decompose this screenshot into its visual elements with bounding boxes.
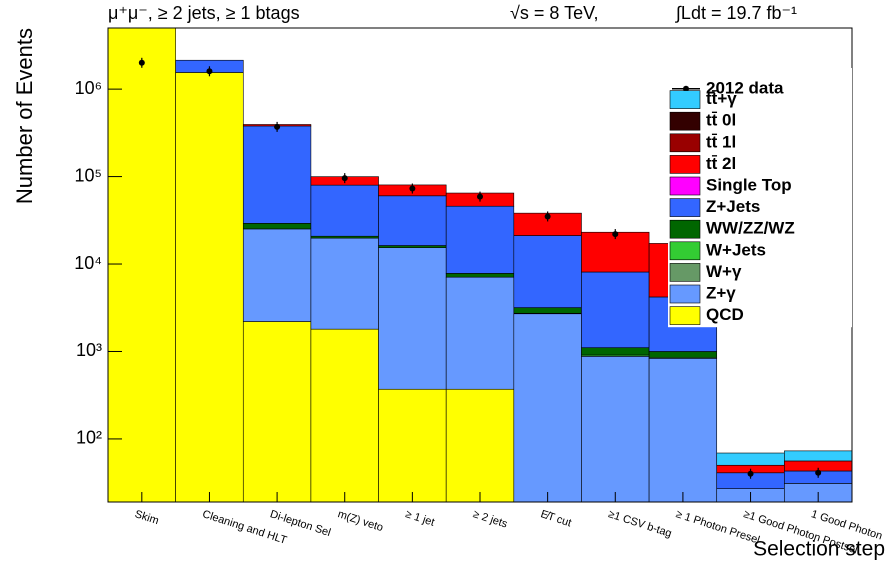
legend-swatch: [669, 198, 701, 217]
bar-segment: [242, 125, 312, 224]
bar-segment: [242, 321, 312, 502]
legend-label: QCD: [706, 305, 744, 324]
bar-segment: [784, 450, 852, 462]
data-point: [138, 59, 145, 66]
bar-segment: [378, 388, 447, 502]
legend-label: tt̄+γ: [706, 89, 737, 108]
legend-swatch: [669, 176, 701, 196]
legend-swatch: [669, 111, 701, 131]
legend-label: Z+Jets: [706, 197, 760, 216]
title-right: ∫Ldt = 19.7 fb⁻¹: [674, 3, 797, 23]
bar-segment: [310, 328, 379, 502]
x-axis-title: Selection step: [753, 538, 885, 561]
legend-label: 2012 data: [706, 78, 784, 97]
data-point: [409, 185, 416, 192]
legend-swatch: [669, 219, 701, 239]
bar-segment: [310, 184, 379, 237]
y-tick-label: 10²: [76, 428, 102, 448]
data-point: [747, 470, 754, 477]
legend-swatch: [669, 133, 701, 153]
data-point: [477, 193, 483, 200]
bar-segment: [648, 351, 718, 358]
bar-segment: [242, 223, 312, 230]
bar-segment: [310, 237, 379, 330]
bar-segment: [716, 452, 785, 466]
legend-label: W+γ: [706, 262, 742, 281]
bar-segment: [378, 245, 447, 249]
bar-segment: [175, 72, 244, 502]
y-tick-label: 10⁶: [75, 78, 102, 98]
bar-segment: [378, 247, 447, 390]
bar-segment: [581, 347, 650, 356]
legend-label: Z+γ: [706, 283, 736, 302]
legend-swatch: [669, 241, 701, 261]
bar-segment: [378, 195, 447, 246]
data-point: [612, 231, 619, 238]
legend-label: Single Top: [706, 175, 792, 194]
bar-segment: [513, 307, 582, 314]
bar-segment: [242, 228, 312, 322]
y-tick-label: 10⁴: [74, 253, 102, 273]
legend-label: W+Jets: [706, 240, 766, 259]
y-tick-label: 10⁵: [75, 165, 102, 185]
legend-swatch: [669, 306, 701, 325]
legend-swatch: [669, 263, 701, 282]
title-mid: √s = 8 TeV,: [510, 3, 598, 23]
bar-segment: [445, 273, 515, 278]
data-point: [815, 469, 822, 476]
data-point: [206, 68, 213, 75]
legend-label: WW/ZZ/WZ: [706, 219, 795, 238]
y-tick-label: 10³: [76, 340, 102, 360]
bar-segment: [445, 388, 515, 502]
data-point: [544, 213, 551, 220]
bar-segment: [648, 358, 718, 502]
data-point: [274, 123, 281, 130]
bar-segment: [513, 235, 582, 308]
bar-segment: [108, 28, 176, 502]
bar-segment: [513, 313, 582, 502]
bar-segment: [445, 276, 515, 390]
legend-swatch: [669, 284, 701, 304]
bar-segment: [445, 205, 515, 274]
bar-segment: [581, 271, 650, 348]
y-axis-title: Number of Events: [12, 28, 37, 204]
legend-label: tt̄ 2l: [706, 154, 736, 173]
bar-segment: [581, 356, 650, 502]
legend-box: [668, 68, 852, 328]
title-left: μ⁺μ⁻, ≥ 2 jets, ≥ 1 btags: [108, 3, 300, 23]
legend-label: tt̄ 0l: [706, 111, 736, 130]
legend-swatch: [669, 90, 701, 109]
legend-swatch: [669, 155, 701, 174]
data-point: [341, 175, 348, 182]
legend-label: tt̄ 1l: [706, 132, 736, 151]
